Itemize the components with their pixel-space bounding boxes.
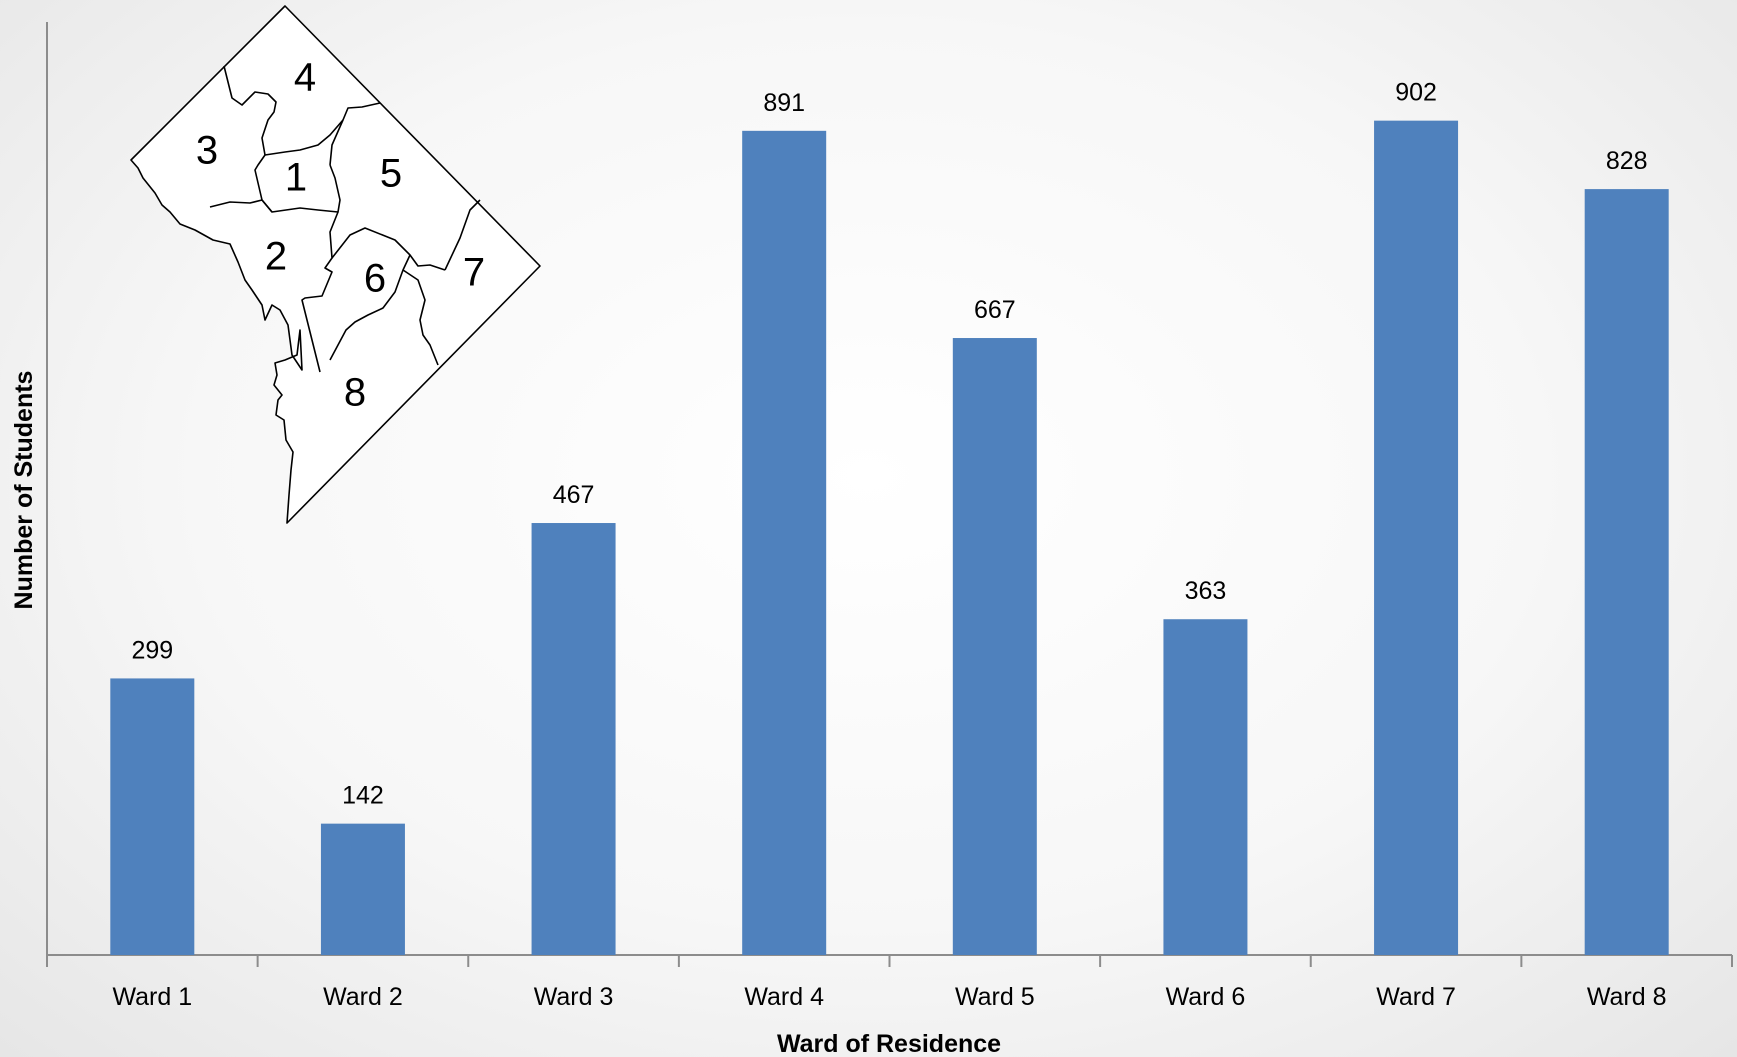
ward-boundary-5-west (329, 119, 344, 166)
data-labels: 299 142 467 891 667 363 902 828 (131, 79, 1647, 810)
data-label: 363 (1185, 577, 1227, 605)
ward-boundary-6-7 (329, 254, 411, 361)
data-label: 142 (342, 782, 384, 810)
ward-map-inset (130, 5, 541, 524)
ward-map-label: 7 (463, 251, 485, 295)
data-label: 902 (1395, 79, 1437, 107)
x-axis-title: Ward of Residence (777, 1030, 1001, 1057)
ward-boundary-5-6 (331, 227, 446, 271)
x-tick-label: Ward 2 (323, 983, 403, 1011)
ward-map-label: 6 (364, 257, 386, 301)
ward-boundary-1 (254, 154, 341, 213)
ward-boundary-5-7 (444, 199, 481, 271)
bar-ward-2 (320, 823, 405, 955)
ward-map-label: 8 (344, 371, 366, 415)
x-tick-label: Ward 7 (1376, 983, 1456, 1011)
ward-boundary-4-5 (264, 102, 381, 156)
x-axis-ticks (46, 955, 1733, 967)
x-tick-label: Ward 1 (112, 983, 192, 1011)
ward-boundary-7-8 (402, 269, 439, 366)
ward-map-outline (130, 5, 541, 524)
bar-series (110, 120, 1669, 956)
data-label: 299 (131, 636, 173, 664)
bar-ward-7 (1374, 120, 1459, 955)
x-tick-labels: Ward 1 Ward 2 Ward 3 Ward 4 Ward 5 Ward 6 Ward… (112, 983, 1666, 1011)
ward-map-label: 5 (380, 152, 402, 196)
ward-boundary-2-6 (301, 211, 339, 373)
data-label: 891 (763, 89, 805, 117)
x-tick-label: Ward 5 (955, 983, 1035, 1011)
bar-ward-4 (742, 130, 827, 955)
bar-ward-6 (1163, 619, 1248, 955)
ward-boundary-3-2 (209, 199, 273, 213)
bar-ward-5 (952, 338, 1037, 955)
bar-ward-1 (110, 678, 195, 955)
bar-ward-8 (1584, 189, 1669, 956)
ward-map-labels: 1 2 3 4 5 6 7 8 (196, 56, 485, 415)
data-label: 828 (1606, 147, 1648, 175)
ward-map-label: 4 (294, 56, 316, 100)
x-tick-label: Ward 6 (1166, 983, 1246, 1011)
ward-map-label: 2 (265, 235, 287, 279)
ward-map-label: 3 (196, 129, 218, 173)
ward-boundary-3-4 (223, 65, 277, 156)
data-label: 467 (553, 481, 595, 509)
data-label: 667 (974, 296, 1016, 324)
x-tick-label: Ward 8 (1587, 983, 1667, 1011)
bar-ward-3 (531, 523, 616, 955)
x-tick-label: Ward 3 (534, 983, 614, 1011)
x-tick-label: Ward 4 (744, 983, 824, 1011)
y-axis-title: Number of Students (10, 371, 38, 610)
ward-map-label: 1 (285, 156, 307, 200)
